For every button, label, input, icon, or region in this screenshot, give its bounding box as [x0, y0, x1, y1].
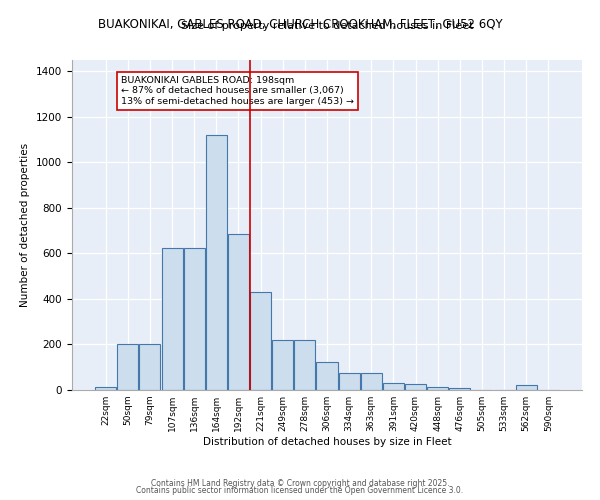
Bar	[515, 386, 536, 390]
Text: BUAKONIKAI GABLES ROAD: 198sqm
← 87% of detached houses are smaller (3,067)
13% : BUAKONIKAI GABLES ROAD: 198sqm ← 87% of …	[121, 76, 354, 106]
Bar	[338, 373, 359, 390]
Bar	[228, 234, 249, 390]
X-axis label: Distribution of detached houses by size in Fleet: Distribution of detached houses by size …	[203, 437, 451, 447]
Bar	[383, 383, 404, 390]
Y-axis label: Number of detached properties: Number of detached properties	[20, 143, 31, 307]
Bar	[206, 135, 227, 390]
Text: BUAKONIKAI, GABLES ROAD, CHURCH CROOKHAM, FLEET, GU52 6QY: BUAKONIKAI, GABLES ROAD, CHURCH CROOKHAM…	[98, 18, 502, 30]
Bar	[118, 344, 139, 390]
Bar	[427, 386, 448, 390]
Bar	[139, 344, 160, 390]
Text: Contains public sector information licensed under the Open Government Licence 3.: Contains public sector information licen…	[136, 486, 464, 495]
Bar	[405, 384, 426, 390]
Bar	[361, 373, 382, 390]
Text: Contains HM Land Registry data © Crown copyright and database right 2025.: Contains HM Land Registry data © Crown c…	[151, 478, 449, 488]
Bar	[449, 388, 470, 390]
Bar	[250, 292, 271, 390]
Bar	[184, 248, 205, 390]
Bar	[295, 340, 316, 390]
Title: Size of property relative to detached houses in Fleet: Size of property relative to detached ho…	[181, 22, 473, 32]
Bar	[161, 248, 182, 390]
Bar	[316, 362, 338, 390]
Bar	[272, 340, 293, 390]
Bar	[95, 386, 116, 390]
